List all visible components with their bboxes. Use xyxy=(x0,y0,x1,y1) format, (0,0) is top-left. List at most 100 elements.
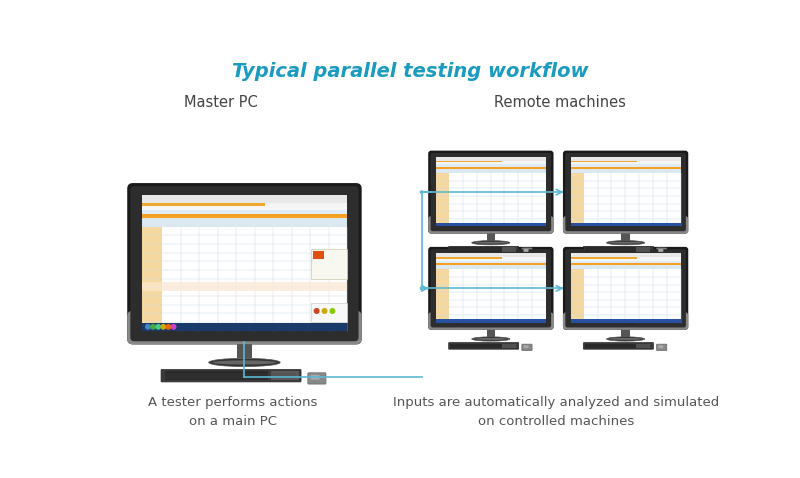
FancyBboxPatch shape xyxy=(449,343,518,349)
FancyBboxPatch shape xyxy=(428,247,554,330)
FancyBboxPatch shape xyxy=(566,153,686,231)
Bar xyxy=(436,263,546,265)
Bar xyxy=(570,265,681,269)
Bar xyxy=(450,247,515,252)
Bar xyxy=(436,253,546,257)
Bar xyxy=(313,250,324,260)
Circle shape xyxy=(330,309,334,313)
Bar xyxy=(637,247,650,252)
Bar xyxy=(436,269,449,323)
FancyBboxPatch shape xyxy=(657,344,667,350)
Bar xyxy=(586,247,650,252)
Bar xyxy=(502,344,515,348)
FancyBboxPatch shape xyxy=(566,249,686,327)
Bar xyxy=(436,161,546,164)
Bar xyxy=(142,323,347,330)
FancyBboxPatch shape xyxy=(522,248,532,254)
Bar xyxy=(142,282,347,291)
FancyBboxPatch shape xyxy=(130,186,358,341)
Bar xyxy=(570,319,681,323)
FancyBboxPatch shape xyxy=(523,345,529,348)
Bar xyxy=(436,253,546,323)
Circle shape xyxy=(420,191,422,193)
Bar xyxy=(142,214,347,218)
Bar xyxy=(570,269,584,323)
Text: A tester performs actions
on a main PC: A tester performs actions on a main PC xyxy=(148,396,318,428)
FancyBboxPatch shape xyxy=(657,248,667,254)
Bar xyxy=(570,253,681,257)
Bar xyxy=(436,265,546,269)
Circle shape xyxy=(171,325,176,329)
Bar xyxy=(570,164,681,169)
Circle shape xyxy=(156,325,161,329)
FancyBboxPatch shape xyxy=(430,153,551,231)
FancyBboxPatch shape xyxy=(449,246,518,253)
Circle shape xyxy=(322,309,327,313)
Bar xyxy=(436,173,449,227)
Circle shape xyxy=(161,325,166,329)
Bar xyxy=(637,344,650,348)
Circle shape xyxy=(314,309,319,313)
Bar xyxy=(486,230,495,240)
FancyBboxPatch shape xyxy=(428,312,554,330)
Bar xyxy=(142,195,347,330)
FancyBboxPatch shape xyxy=(161,369,301,382)
Bar xyxy=(165,371,269,380)
FancyBboxPatch shape xyxy=(522,344,532,350)
Bar xyxy=(436,269,546,323)
Ellipse shape xyxy=(474,242,508,244)
FancyBboxPatch shape xyxy=(311,375,320,380)
Bar xyxy=(311,304,347,322)
Ellipse shape xyxy=(606,240,645,245)
Bar xyxy=(570,173,584,227)
Ellipse shape xyxy=(212,360,277,365)
Bar xyxy=(142,203,265,206)
FancyBboxPatch shape xyxy=(563,312,688,330)
FancyBboxPatch shape xyxy=(583,343,654,349)
FancyBboxPatch shape xyxy=(428,216,554,234)
Bar xyxy=(570,173,681,227)
Bar xyxy=(570,253,681,323)
Text: Inputs are automatically analyzed and simulated
on controlled machines: Inputs are automatically analyzed and si… xyxy=(393,396,719,428)
Bar xyxy=(570,157,681,227)
Bar xyxy=(436,261,546,265)
Ellipse shape xyxy=(474,338,508,340)
Circle shape xyxy=(420,287,422,290)
FancyBboxPatch shape xyxy=(127,183,362,344)
Bar xyxy=(436,161,502,162)
FancyBboxPatch shape xyxy=(583,246,654,253)
Text: Master PC: Master PC xyxy=(185,95,258,109)
Bar xyxy=(570,157,681,161)
Bar xyxy=(436,169,546,173)
FancyBboxPatch shape xyxy=(127,311,362,344)
Bar xyxy=(142,209,347,218)
Bar xyxy=(570,161,637,162)
Bar xyxy=(486,327,495,337)
Ellipse shape xyxy=(472,337,510,341)
Bar xyxy=(570,261,681,265)
Bar xyxy=(450,344,515,348)
Bar xyxy=(436,257,546,261)
Bar xyxy=(570,257,637,259)
Bar xyxy=(436,173,546,227)
Bar xyxy=(436,223,546,227)
Bar xyxy=(436,257,502,259)
Ellipse shape xyxy=(609,242,642,244)
Bar xyxy=(436,164,546,169)
Bar xyxy=(570,223,681,227)
Circle shape xyxy=(146,325,150,329)
Bar xyxy=(502,247,515,252)
Bar xyxy=(142,227,347,330)
Circle shape xyxy=(166,325,170,329)
Bar xyxy=(570,167,681,169)
FancyBboxPatch shape xyxy=(658,249,663,252)
Bar xyxy=(622,230,630,240)
Bar xyxy=(570,263,681,265)
Bar xyxy=(142,203,347,209)
Text: Remote machines: Remote machines xyxy=(494,95,626,109)
Bar xyxy=(436,167,546,169)
Bar xyxy=(436,319,546,323)
Bar xyxy=(570,161,681,164)
Ellipse shape xyxy=(609,338,642,340)
Bar xyxy=(586,344,650,348)
